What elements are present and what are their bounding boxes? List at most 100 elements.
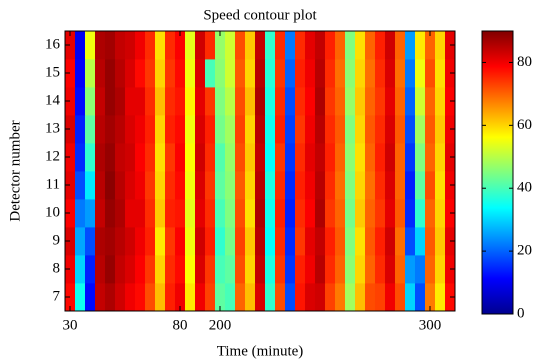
- heatmap-cell: [65, 227, 76, 256]
- heatmap-cell: [325, 227, 336, 256]
- heatmap-cell: [115, 255, 126, 284]
- heatmap-cell: [315, 87, 326, 116]
- heatmap-cell: [335, 171, 346, 200]
- heatmap-cell: [385, 283, 396, 312]
- heatmap-cell: [375, 255, 386, 284]
- heatmap-cell: [145, 171, 156, 200]
- heatmap-cell: [265, 227, 276, 256]
- heatmap-cell: [435, 87, 446, 116]
- heatmap-cell: [265, 255, 276, 284]
- heatmap-cell: [375, 171, 386, 200]
- heatmap-cell: [195, 283, 206, 312]
- heatmap-cell: [205, 171, 216, 200]
- heatmap-cell: [145, 283, 156, 312]
- heatmap-cell: [365, 115, 376, 144]
- heatmap-cell: [215, 115, 226, 144]
- heatmap-cell: [135, 143, 146, 172]
- heatmap-cell: [105, 255, 116, 284]
- heatmap-cell: [175, 171, 186, 200]
- heatmap-cell: [355, 283, 366, 312]
- heatmap-cell: [425, 227, 436, 256]
- heatmap-cell: [295, 143, 306, 172]
- heatmap-cell: [145, 199, 156, 228]
- heatmap-cell: [335, 199, 346, 228]
- heatmap-cell: [315, 115, 326, 144]
- colorbar-tick-label: 0: [517, 305, 525, 321]
- heatmap-cell: [245, 227, 256, 256]
- heatmap-cell: [165, 87, 176, 116]
- heatmap-cell: [255, 59, 266, 88]
- heatmap-cell: [175, 115, 186, 144]
- heatmap-cell: [265, 143, 276, 172]
- heatmap-cell: [215, 31, 226, 60]
- heatmap-cell: [135, 283, 146, 312]
- heatmap-cell: [145, 115, 156, 144]
- heatmap-cell: [395, 171, 406, 200]
- heatmap-cell: [365, 255, 376, 284]
- heatmap-cell: [285, 87, 296, 116]
- heatmap-cell: [225, 87, 236, 116]
- heatmap-cell: [385, 87, 396, 116]
- heatmap-cell: [385, 143, 396, 172]
- heatmap-cell: [305, 227, 316, 256]
- heatmap-cell: [405, 227, 416, 256]
- heatmap-cell: [155, 227, 166, 256]
- heatmap-cell: [185, 199, 196, 228]
- heatmap-cell: [355, 171, 366, 200]
- heatmap-cell: [145, 227, 156, 256]
- heatmap-cell: [345, 143, 356, 172]
- heatmap-cell: [305, 143, 316, 172]
- y-tick-label: 13: [45, 120, 60, 136]
- y-tick-label: 14: [45, 92, 61, 108]
- heatmap-cell: [135, 227, 146, 256]
- heatmap-cell: [175, 31, 186, 60]
- heatmap-cell: [235, 227, 246, 256]
- heatmap-cell: [225, 283, 236, 312]
- heatmap-cell: [345, 87, 356, 116]
- heatmap-cell: [405, 31, 416, 60]
- heatmap-cell: [265, 87, 276, 116]
- heatmap-cell: [435, 283, 446, 312]
- heatmap-cell: [225, 199, 236, 228]
- heatmap-cell: [365, 171, 376, 200]
- heatmap-cell: [75, 199, 86, 228]
- heatmap-cell: [305, 87, 316, 116]
- heatmap-cell: [365, 87, 376, 116]
- heatmap-cell: [245, 59, 256, 88]
- heatmap-cell: [65, 59, 76, 88]
- heatmap-cell: [245, 143, 256, 172]
- heatmap-cell: [75, 59, 86, 88]
- heatmap-cell: [115, 115, 126, 144]
- heatmap-cell: [285, 115, 296, 144]
- heatmap-cell: [375, 227, 386, 256]
- heatmap-cell: [145, 255, 156, 284]
- heatmap-cell: [185, 283, 196, 312]
- heatmap-cell: [215, 87, 226, 116]
- heatmap-cell: [285, 171, 296, 200]
- heatmap-cell: [85, 255, 96, 284]
- heatmap-cell: [175, 143, 186, 172]
- heatmap-cell: [315, 59, 326, 88]
- heatmap-cell: [95, 199, 106, 228]
- heatmap-cell: [255, 255, 266, 284]
- heatmap-cell: [255, 87, 266, 116]
- heatmap-cell: [395, 283, 406, 312]
- heatmap-cell: [95, 87, 106, 116]
- heatmap-cell: [195, 87, 206, 116]
- heatmap-cell: [325, 59, 336, 88]
- heatmap-cell: [345, 255, 356, 284]
- heatmap-cell: [395, 227, 406, 256]
- heatmap-cell: [275, 171, 286, 200]
- heatmap-cell: [295, 87, 306, 116]
- heatmap-cell: [315, 283, 326, 312]
- heatmap-cell: [225, 115, 236, 144]
- heatmap-cell: [85, 171, 96, 200]
- heatmap-cell: [385, 255, 396, 284]
- heatmap-cell: [75, 143, 86, 172]
- heatmap-cell: [425, 171, 436, 200]
- y-tick-label: 12: [45, 148, 60, 164]
- heatmap-cell: [425, 143, 436, 172]
- heatmap-cell: [155, 255, 166, 284]
- heatmap-cell: [115, 227, 126, 256]
- heatmap-cell: [105, 87, 116, 116]
